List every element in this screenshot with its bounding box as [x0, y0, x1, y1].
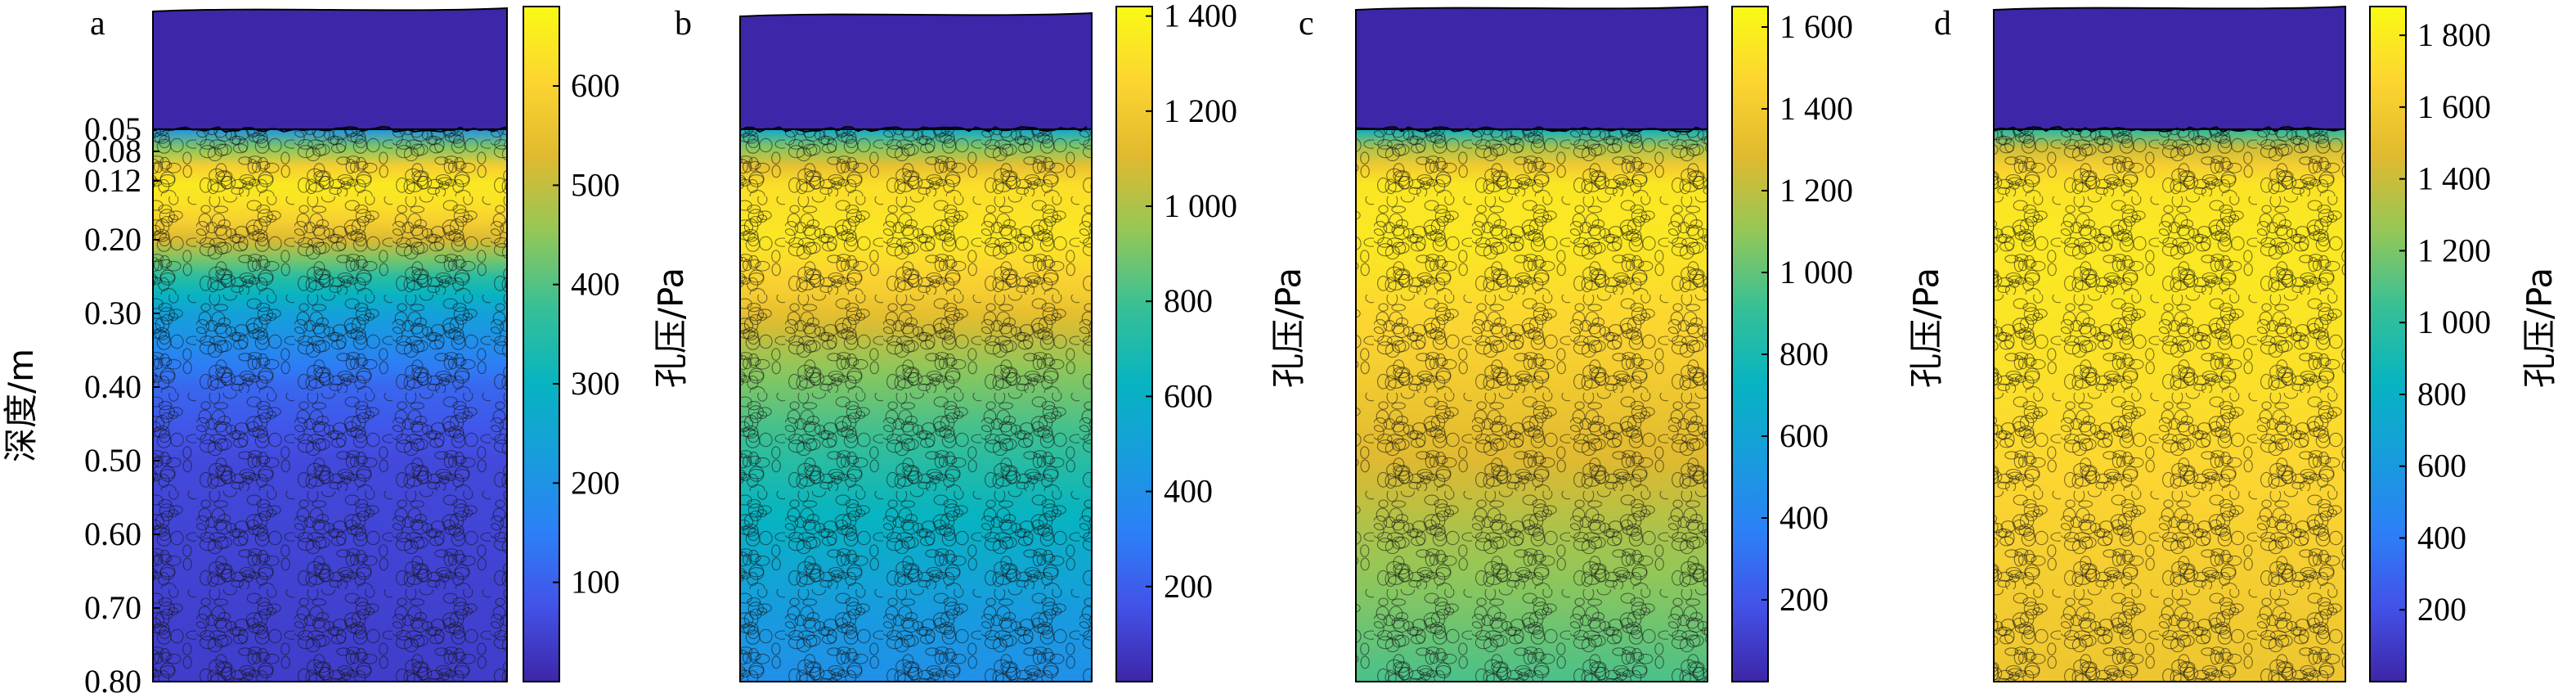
panel-label-a: a	[90, 5, 105, 43]
panel-frame-d	[1993, 128, 2346, 682]
colorbar-a	[523, 6, 560, 682]
panel-a: a 0.050.080.12 0.20 0.30 0.40 0.50 0.60 0.70 0.8…	[1, 5, 691, 698]
colorbar-tick-label: 1 400	[1779, 90, 1853, 127]
colorbar-tick-label: 300	[571, 365, 620, 402]
panel-d: d 200 400 600 800 1 000 1 200 1 400 1 600 1 800 孔压…	[1934, 5, 2560, 682]
panel-c: c 200 400 600 800 1 000 1 200 1 400 1 600 孔压/Pa	[1299, 5, 1946, 682]
y-tick-label: 0.60	[84, 516, 141, 552]
colorbar-b	[1115, 6, 1153, 682]
colorbar-tick-label: 200	[571, 464, 620, 501]
panel-label-d: d	[1934, 5, 1951, 43]
colorbar-tick-label: 1 200	[2417, 232, 2491, 268]
colorbar-tick-label: 500	[571, 166, 620, 203]
panel-b: b 200 400 600 800 1 000 1 200 1 400 孔压/Pa	[675, 0, 1308, 682]
colorbar-label-c: 孔压/Pa	[1906, 268, 1946, 388]
y-tick-label: 0.30	[84, 295, 141, 331]
colorbar-tick-label: 1 000	[1779, 254, 1853, 290]
y-tick-label: 0.70	[84, 589, 141, 626]
water-layer-a	[152, 7, 508, 130]
colorbar-tick-label: 1 600	[1779, 8, 1853, 45]
colorbar-tick-label: 200	[1779, 581, 1829, 618]
water-layer-b	[739, 11, 1093, 130]
panel-frame-b	[739, 128, 1093, 682]
colorbar-c	[1731, 6, 1769, 682]
colorbar-tick-label: 200	[2417, 591, 2466, 628]
y-tick-label: 0.08	[84, 133, 141, 169]
colorbar-tick-label: 600	[1779, 417, 1829, 454]
colorbar-tick-label: 1 400	[1164, 0, 1237, 34]
colorbar-tick-label: 600	[2417, 448, 2466, 484]
particle-mesh-b	[740, 129, 1092, 682]
y-tick-label: 0.40	[84, 368, 141, 405]
panel-frame-c	[1355, 128, 1708, 682]
colorbar-tick-label: 1 200	[1779, 172, 1853, 209]
colorbar-label-d: 孔压/Pa	[2520, 268, 2560, 388]
colorbar-tick-label: 200	[1164, 568, 1213, 605]
colorbar-tick-label: 1 000	[1164, 187, 1237, 224]
colorbar-tick-label: 800	[1779, 335, 1829, 372]
y-tick-label: 0.80	[84, 663, 141, 698]
y-tick-label: 0.20	[84, 221, 141, 258]
colorbar-tick-label: 600	[571, 67, 620, 104]
colorbar-tick-label: 400	[1164, 473, 1213, 510]
panel-frame-a	[152, 128, 508, 682]
particle-mesh-c	[1356, 129, 1708, 682]
colorbar-tick-label: 1 000	[2417, 304, 2491, 340]
colorbar-tick-label: 800	[2417, 376, 2466, 412]
y-tick-label: 0.05	[84, 110, 141, 147]
colorbar-tick-label: 100	[571, 564, 620, 601]
colorbar-tick-label: 1 200	[1164, 92, 1237, 129]
colorbar-tick-label: 800	[1164, 282, 1213, 319]
y-tick-label: 0.12	[84, 162, 141, 199]
colorbar-label-b: 孔压/Pa	[1268, 268, 1308, 388]
colorbar-tick-label: 400	[2417, 519, 2466, 556]
colorbar-tick-label: 1 800	[2417, 16, 2491, 53]
panel-label-c: c	[1299, 5, 1314, 43]
y-axis-label: 深度/m	[1, 349, 41, 462]
y-tick-label: 0.50	[84, 442, 141, 479]
water-layer-d	[1993, 5, 2346, 130]
water-layer-c	[1355, 5, 1708, 130]
soil-surface-d	[1993, 125, 2341, 133]
colorbar-label-a: 孔压/Pa	[651, 268, 691, 388]
particle-mesh-a	[153, 129, 507, 682]
panel-label-b: b	[675, 5, 692, 43]
colorbar-d	[2369, 6, 2407, 682]
colorbar-tick-label: 400	[571, 266, 620, 303]
colorbar-tick-label: 400	[1779, 499, 1829, 536]
colorbar-tick-label: 1 600	[2417, 88, 2491, 125]
particle-mesh-d	[1994, 129, 2345, 682]
soil-surface-a	[152, 125, 507, 133]
colorbar-tick-label: 600	[1164, 377, 1213, 414]
colorbar-tick-label: 1 400	[2417, 160, 2491, 197]
